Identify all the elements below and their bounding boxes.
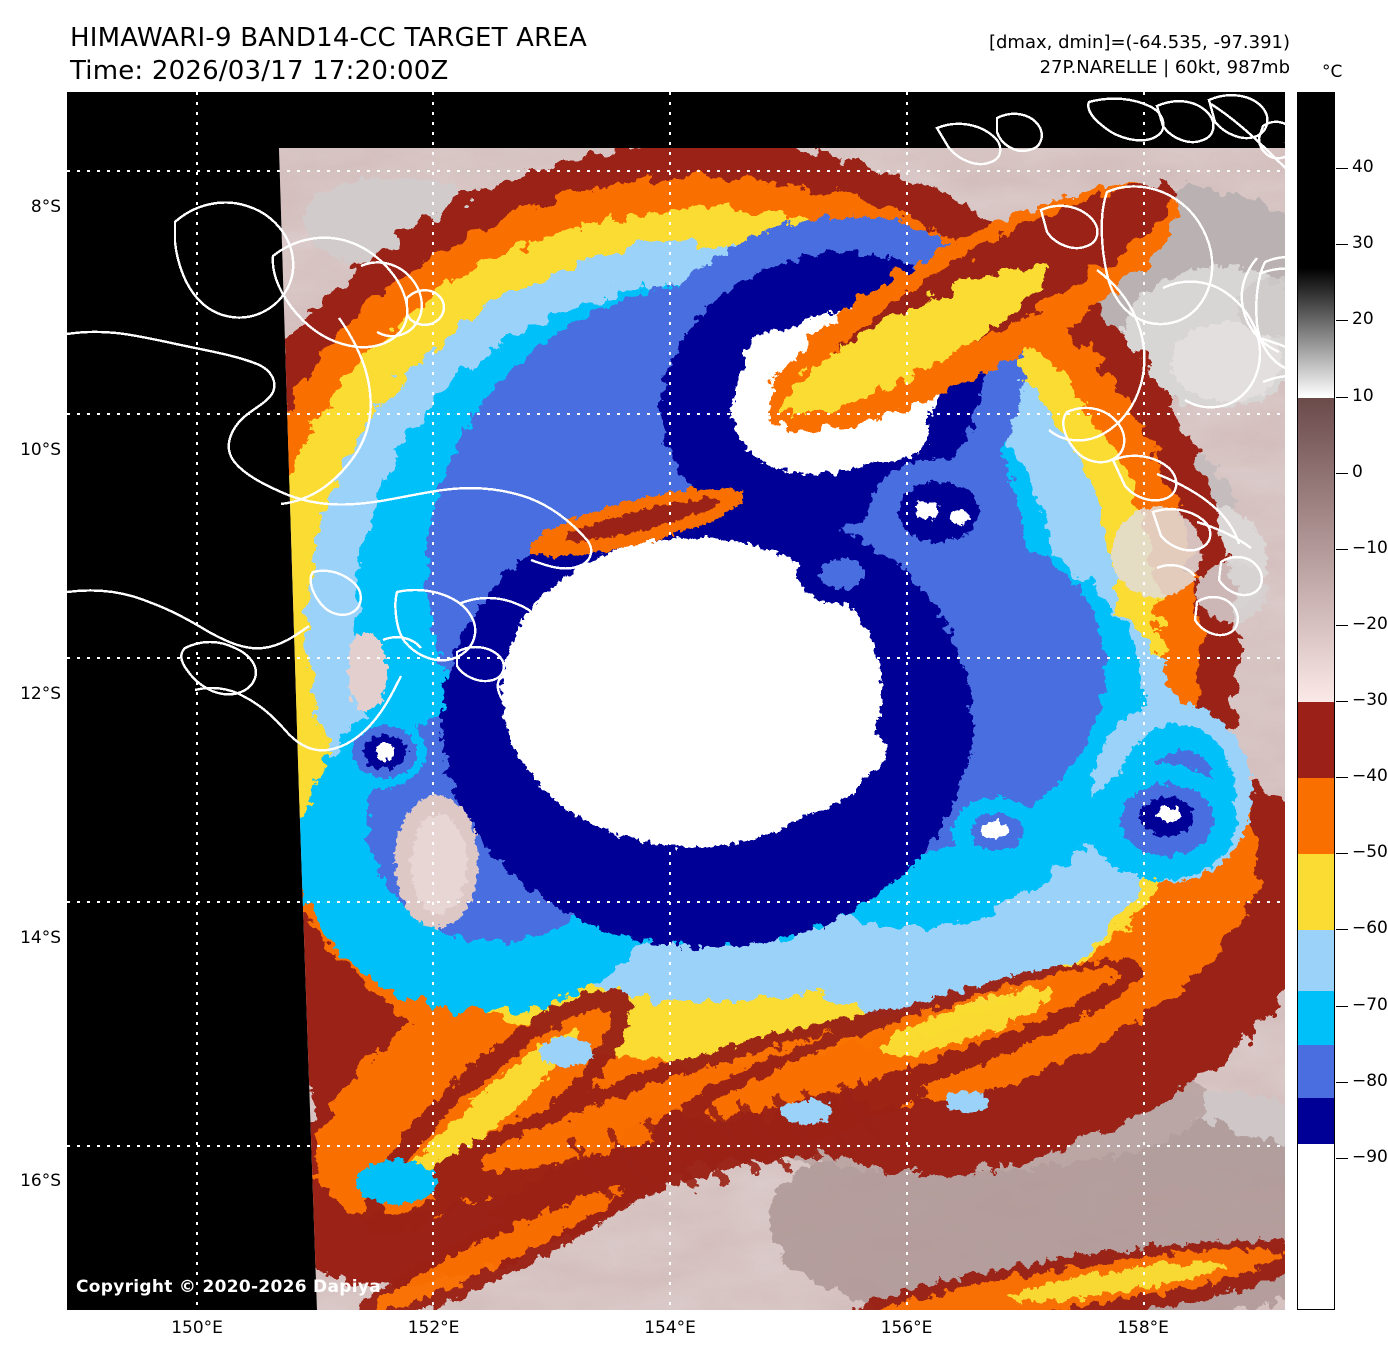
colorbar-tick-label: −50	[1352, 842, 1388, 863]
colorbar-tick-mark	[1336, 548, 1348, 550]
header-meta-block: [dmax, dmin]=(-64.535, -97.391) 27P.NARE…	[989, 30, 1290, 80]
colorbar-unit-label: °C	[1322, 62, 1343, 82]
y-tick-label: 12°S	[20, 683, 61, 704]
x-tick-label: 156°E	[880, 1318, 933, 1338]
colorbar-segment	[1298, 1143, 1334, 1309]
colorbar-tick-label: 30	[1352, 233, 1374, 254]
y-tick-label: 8°S	[30, 196, 61, 217]
satellite-image-plot[interactable]	[67, 92, 1285, 1310]
colorbar-tick-mark	[1336, 396, 1348, 398]
colorbar-segment	[1298, 702, 1334, 779]
colorbar-segment	[1298, 1097, 1334, 1144]
y-tick-label: 14°S	[20, 927, 61, 948]
colorbar-segment	[1298, 397, 1334, 702]
colorbar-segment	[1298, 854, 1334, 931]
colorbar-tick-label: −30	[1352, 690, 1388, 710]
x-tick-label: 158°E	[1117, 1318, 1169, 1338]
colorbar-tick-label: −70	[1352, 994, 1388, 1015]
colorbar-segment	[1298, 268, 1334, 398]
colorbar-tick-mark	[1336, 701, 1348, 702]
colorbar-tick-mark	[1336, 929, 1348, 931]
y-tick-label: 10°S	[20, 440, 61, 461]
colorbar-tick-label: −40	[1352, 766, 1388, 787]
header-title-block: HIMAWARI-9 BAND14-CC TARGET AREA Time: 2…	[70, 22, 587, 88]
graticule-grid	[67, 92, 1285, 1310]
colorbar-tick-mark	[1336, 777, 1348, 779]
x-tick-label: 152°E	[407, 1318, 460, 1338]
colorbar-tick-mark	[1336, 624, 1348, 626]
colorbar-segment	[1298, 991, 1334, 1045]
y-tick-label: 16°S	[20, 1171, 61, 1192]
colorbar-tick-mark	[1336, 320, 1348, 322]
colorbar[interactable]	[1297, 92, 1335, 1310]
colorbar-tick-mark	[1336, 244, 1348, 246]
copyright-label: Copyright © 2020-2026 Dapiya	[76, 1277, 381, 1297]
storm-info-label: 27P.NARELLE | 60kt, 987mb	[1039, 57, 1290, 78]
colorbar-tick-label: 20	[1352, 309, 1374, 330]
colorbar-tick-mark	[1336, 1081, 1348, 1083]
colorbar-tick-mark	[1336, 1005, 1348, 1007]
colorbar-segment	[1298, 930, 1334, 992]
colorbar-tick-label: −60	[1352, 918, 1388, 939]
colorbar-tick-label: −20	[1352, 613, 1388, 634]
colorbar-tick-label: −10	[1352, 537, 1388, 558]
colorbar-tick-label: −90	[1352, 1146, 1388, 1167]
colorbar-tick-mark	[1336, 472, 1348, 474]
timestamp-label: Time: 2026/03/17 17:20:00Z	[70, 56, 449, 86]
colorbar-tick-label: −80	[1352, 1070, 1388, 1091]
colorbar-tick-mark	[1336, 853, 1348, 855]
colorbar-tick-mark	[1336, 168, 1348, 170]
x-tick-label: 150°E	[171, 1318, 223, 1338]
data-minmax-label: [dmax, dmin]=(-64.535, -97.391)	[988, 32, 1290, 53]
x-tick-label: 154°E	[644, 1318, 696, 1338]
colorbar-tick-mark	[1336, 1157, 1348, 1159]
colorbar-segment	[1298, 1044, 1334, 1098]
page-title: HIMAWARI-9 BAND14-CC TARGET AREA	[70, 23, 588, 53]
colorbar-tick-label: 10	[1352, 385, 1374, 406]
colorbar-tick-label: 40	[1352, 157, 1374, 178]
coastline-overlay	[67, 94, 1285, 752]
colorbar-segment	[1298, 93, 1334, 269]
colorbar-tick-label: 0	[1352, 461, 1363, 482]
colorbar-segment	[1298, 778, 1334, 855]
